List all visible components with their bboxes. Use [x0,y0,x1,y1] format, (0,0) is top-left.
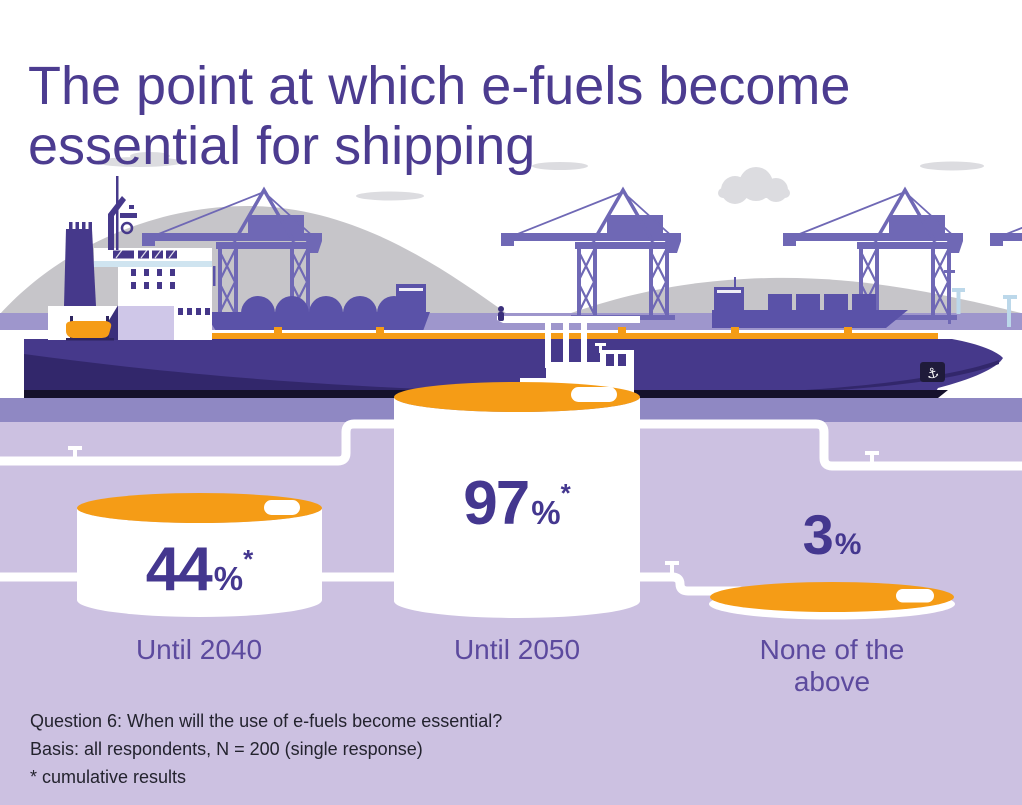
stat-none-of-the-above: 3% [732,502,932,567]
porthole-windows [131,269,210,315]
funnel-icon [64,229,96,306]
stat-until-2050: 97%* [394,468,640,539]
dock-light-post [944,266,1017,327]
anchor-icon: ⚓ [920,362,945,383]
category-label-none-of-the-above: None of the above [759,634,905,697]
mast-icon [108,176,137,250]
cloud-icon [95,152,984,204]
stat-cumulative-marker: * [243,544,254,574]
page-title: The point at which e-fuels become essent… [28,56,851,177]
stat-unit: % [834,528,862,561]
stat-cumulative-marker: * [560,478,571,508]
tank-hatch-icon [264,500,300,515]
mooring-bitt [274,327,852,333]
lng-carrier-icon [204,266,430,331]
footnote-basis: Basis: all respondents, N = 200 (single … [30,739,423,759]
category-label-until-2050: Until 2050 [453,634,581,665]
footnotes: Question 6: When will the use of e-fuels… [30,707,502,791]
worker-icon [498,306,504,321]
superstructure [48,176,212,341]
stat-unit: % [213,560,244,597]
container-ship-icon [712,277,908,328]
valve-icon [68,446,879,574]
tank-hatch-icon [896,589,934,603]
pipeline-icon [0,419,1022,596]
stat-unit: % [531,494,561,531]
category-label-until-2040: Until 2040 [135,634,263,665]
stat-value: 44 [145,535,213,604]
footnote-question: Question 6: When will the use of e-fuels… [30,711,503,731]
tank-hatch-icon [571,387,617,402]
storage-tank-icon [77,382,955,620]
stat-value: 3 [802,503,834,566]
svg-text:⚓: ⚓ [925,365,941,384]
lifeboat-icon [66,316,114,341]
footnote-cumulative: * cumulative results [30,767,187,787]
stat-value: 97 [463,469,530,538]
stat-until-2040: 44%* [77,534,322,605]
